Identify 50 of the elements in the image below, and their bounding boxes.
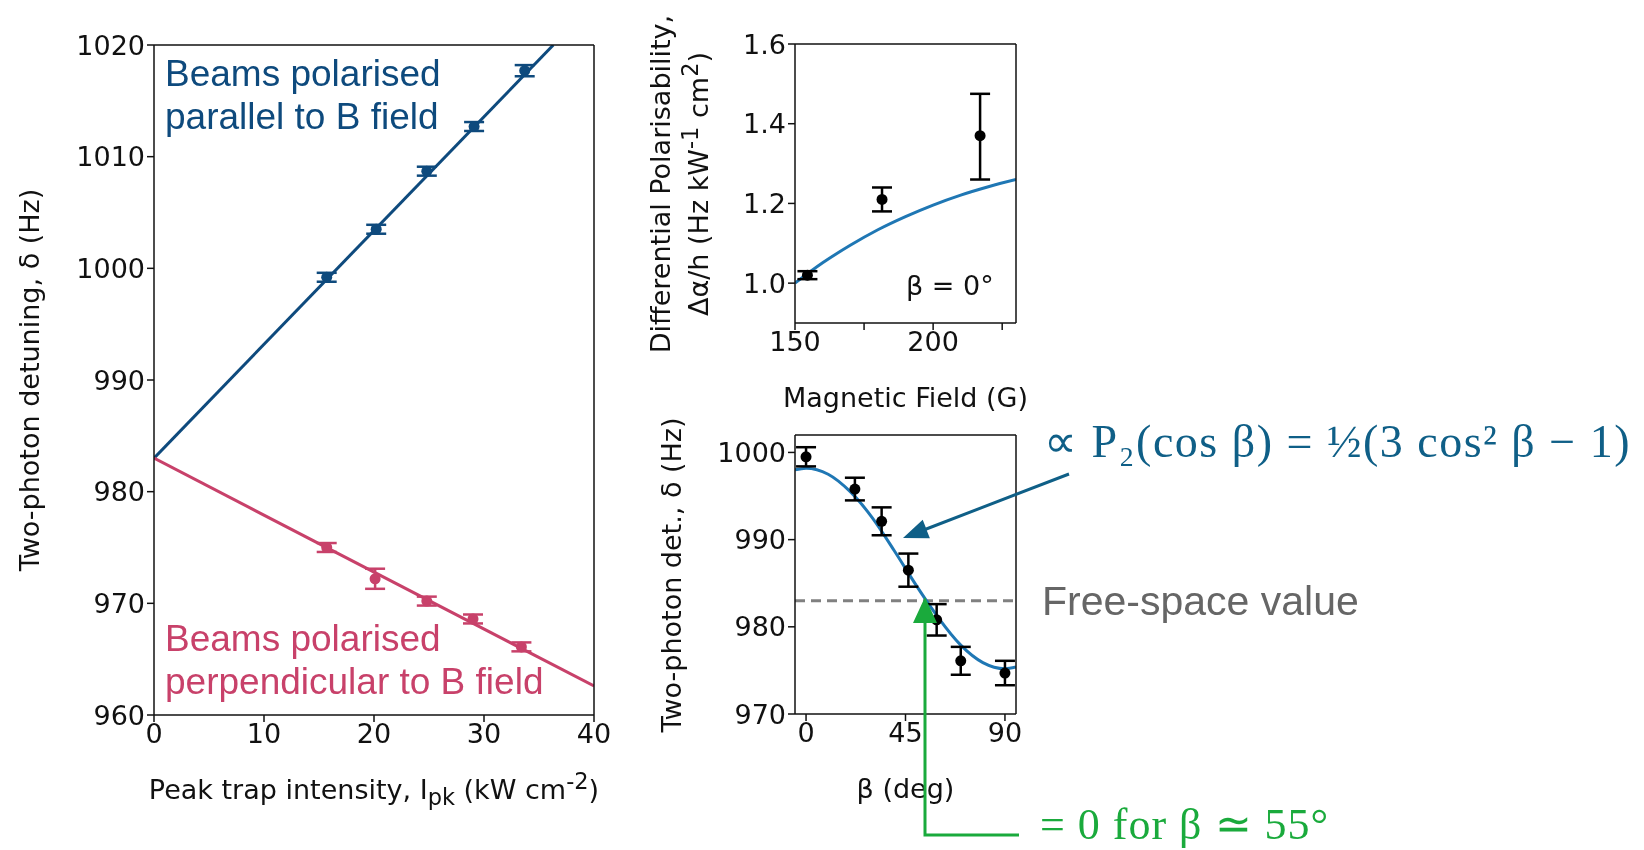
series-label: Beams polarised perpendicular to B field xyxy=(165,617,545,704)
point xyxy=(876,515,888,527)
annotation: β = 0° xyxy=(906,270,994,301)
y-tick-label: 1.4 xyxy=(743,108,786,140)
x-tick-label: 45 xyxy=(888,717,923,749)
point xyxy=(849,483,861,495)
y-tick-label: 990 xyxy=(93,364,145,396)
y-tick-label: 960 xyxy=(93,699,145,731)
x-tick-label: 200 xyxy=(907,326,959,358)
point xyxy=(974,130,986,142)
point xyxy=(515,641,527,653)
x-tick-label: 30 xyxy=(466,718,502,750)
point xyxy=(801,269,813,281)
y-tick-label: 990 xyxy=(734,524,786,556)
x-axis-title: Magnetic Field (G) xyxy=(782,381,1029,413)
point xyxy=(999,667,1011,679)
x-tick-label: 90 xyxy=(987,717,1023,749)
point xyxy=(421,595,433,607)
point xyxy=(955,655,967,667)
y-tick-label: 970 xyxy=(734,698,786,730)
text: = 0 for β ≃ 55° xyxy=(1040,800,1330,849)
x-tick-label: 0 xyxy=(797,717,815,749)
y-axis-title: Two-photon detuning, δ (Hz) xyxy=(13,188,46,572)
y-axis-title: Two-photon det., δ (Hz) xyxy=(655,416,688,733)
point xyxy=(902,564,914,576)
y-tick-label: 1010 xyxy=(76,141,145,173)
point xyxy=(876,193,888,205)
x-tick-label: 20 xyxy=(356,718,392,750)
text: ∝ P₂(cos β) = ½(3 cos² β − 1) xyxy=(1044,416,1632,467)
x-axis-title: Peak trap intensity, I$_{pk}$ (kW cm$^{-2}$) xyxy=(148,767,600,811)
y-tick-label: 1.6 xyxy=(743,28,786,60)
point xyxy=(467,613,479,625)
y-tick-label: 1000 xyxy=(76,252,145,284)
x-tick-label: 40 xyxy=(576,718,612,750)
point xyxy=(421,165,433,177)
point xyxy=(370,223,382,235)
series-label: Beams polarised parallel to B field xyxy=(165,52,442,139)
y-tick-label: 1.0 xyxy=(743,267,786,299)
y-tick-label: 1020 xyxy=(76,29,145,61)
y-tick-label: 1000 xyxy=(717,437,786,469)
x-tick-label: 0 xyxy=(145,718,163,750)
y-tick-label: 970 xyxy=(93,587,145,619)
y-tick-label: 980 xyxy=(734,611,786,643)
point xyxy=(369,573,381,585)
y-tick-label: 1.2 xyxy=(743,188,786,220)
x-tick-label: 150 xyxy=(769,326,821,358)
x-tick-label: 10 xyxy=(246,718,282,750)
y-tick-label: 980 xyxy=(93,476,145,508)
ref-line-label: Free-space value xyxy=(1042,577,1359,625)
point xyxy=(800,451,812,463)
